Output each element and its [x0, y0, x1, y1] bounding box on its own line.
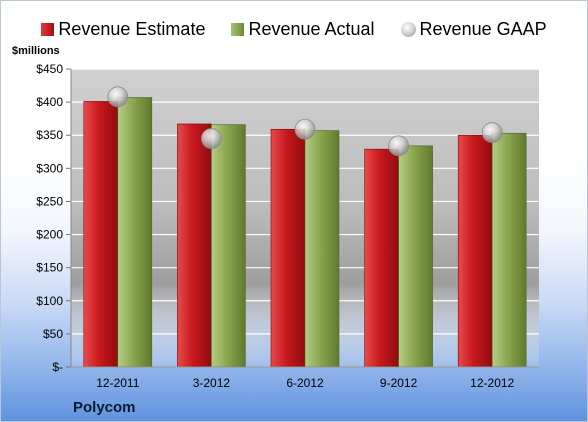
- y-axis-units-label: $millions: [12, 45, 60, 57]
- legend-label-actual: Revenue Actual: [248, 19, 375, 39]
- bar-revenue-estimate: [457, 134, 493, 368]
- bar-revenue-estimate: [177, 123, 212, 368]
- legend-label-estimate: Revenue Estimate: [58, 19, 206, 39]
- legend-swatch-actual: [231, 23, 245, 36]
- legend-item-estimate: Revenue Estimate: [41, 19, 205, 40]
- y-tick-label: $50: [43, 327, 63, 341]
- y-tick-label: $100: [36, 294, 63, 308]
- x-tick-label: 12-2011: [96, 376, 139, 390]
- x-axis-ticks: 12-2011 3-2012 6-2012 9-2012 12-2012: [71, 366, 539, 390]
- y-tick-label: $250: [36, 194, 63, 208]
- gaap-markers: [107, 86, 503, 157]
- legend-label-gaap: Revenue GAAP: [419, 19, 547, 39]
- bars: [83, 97, 527, 368]
- gaap-marker: [294, 118, 316, 140]
- y-tick-label: $-: [52, 360, 63, 374]
- company-name: Polycom: [73, 399, 136, 416]
- legend-item-actual: Revenue Actual: [231, 19, 375, 40]
- bar-revenue-estimate: [364, 148, 399, 368]
- gaap-marker: [481, 122, 503, 143]
- bar-revenue-actual: [211, 124, 246, 368]
- y-tick-label: $400: [36, 95, 63, 109]
- gaap-marker: [107, 86, 129, 108]
- y-tick-label: $450: [36, 62, 63, 76]
- legend: Revenue Estimate Revenue Actual Revenue …: [1, 19, 587, 40]
- gaap-marker: [388, 135, 410, 157]
- legend-item-gaap: Revenue GAAP: [400, 19, 547, 40]
- y-axis-ticks: $- $50 $100 $150 $200 $250 $300 $350 $400 $450: [36, 62, 72, 374]
- x-tick-label: 12-2012: [470, 376, 514, 390]
- legend-swatch-estimate: [41, 23, 55, 36]
- bar-revenue-actual: [304, 130, 340, 368]
- y-tick-label: $350: [36, 128, 63, 142]
- x-tick-label: 6-2012: [286, 376, 324, 390]
- bar-revenue-estimate: [83, 101, 119, 368]
- gaap-marker: [200, 128, 222, 149]
- bar-revenue-actual: [491, 132, 527, 368]
- y-tick-label: $200: [36, 228, 63, 242]
- bar-revenue-actual: [117, 97, 153, 368]
- y-tick-label: $300: [36, 161, 63, 175]
- x-tick-label: 3-2012: [193, 376, 231, 390]
- legend-swatch-gaap: [400, 22, 416, 37]
- x-tick-label: 9-2012: [380, 376, 418, 390]
- y-tick-label: $150: [36, 261, 63, 275]
- bar-revenue-actual: [398, 145, 433, 368]
- bar-revenue-estimate: [270, 128, 306, 368]
